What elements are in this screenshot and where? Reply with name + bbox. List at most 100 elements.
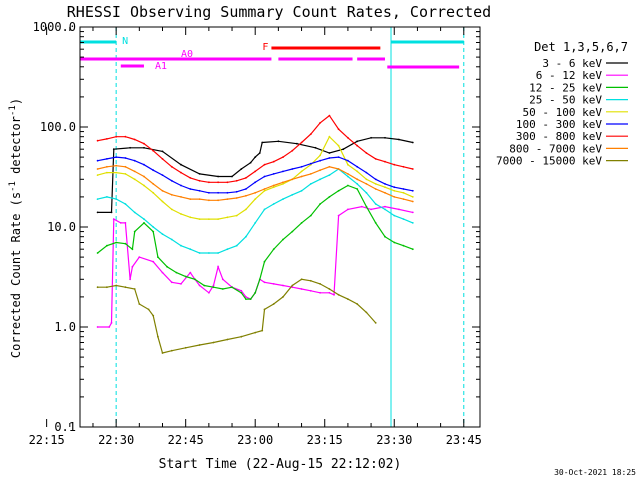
series-point-3-27 [347,175,349,178]
series-point-0-14 [261,141,264,144]
series-point-5-12 [208,191,210,194]
series-point-3-3 [124,203,127,205]
y-axis-label: Corrected Count Rate (s-1 detector-1) [8,98,23,358]
series-point-2-30 [337,189,340,192]
series-point-3-30 [374,203,377,205]
series-point-8-13 [212,341,215,344]
series-point-4-1 [106,171,108,174]
series-point-3-22 [300,189,303,192]
series-point-8-21 [291,284,294,287]
series-point-7-2 [115,164,118,167]
series-point-0-17 [314,146,317,149]
series-point-6-23 [309,133,312,136]
series-point-1-37 [360,205,363,208]
series-point-2-1 [106,244,108,247]
series-point-4-31 [384,186,386,189]
series-point-7-6 [152,183,155,185]
series-point-7-13 [217,199,220,202]
series-point-0-16 [296,142,298,145]
x-axis: 22:15 22:30 22:45 23:00 23:15 23:30 23:45 [29,27,482,447]
series-point-4-8 [170,208,173,211]
plot-area: N F A0 A1 [79,27,465,427]
series-point-5-16 [245,188,247,190]
series-point-6-10 [189,177,192,179]
legend-label-6: 300 - 800 keV [516,130,602,143]
series-point-7-1 [106,165,108,168]
series-point-4-27 [347,163,349,166]
legend-label-3: 25 - 50 keV [529,94,602,107]
series-point-1-27 [272,283,275,285]
series-point-5-30 [374,178,377,181]
series-point-2-15 [221,288,224,290]
series-point-7-31 [384,191,386,194]
series-point-5-10 [189,188,192,190]
series-point-6-11 [198,179,201,182]
series-point-3-2 [115,198,118,201]
series-point-1-19 [221,278,224,281]
y-tick-label-1: 100.0 [40,120,76,134]
series-point-5-2 [115,156,118,159]
series-point-0-12 [254,156,257,159]
series-point-4-26 [337,144,340,147]
series-point-2-5 [133,230,136,233]
series-point-5-18 [263,175,266,178]
saa-label-3: A1 [155,61,167,72]
series-point-4-19 [272,186,275,189]
series-point-7-8 [170,193,173,196]
series-point-8-23 [309,279,312,282]
legend-label-2: 12 - 25 keV [529,81,602,94]
series-point-6-29 [365,152,368,154]
series-point-2-8 [157,256,159,258]
series-point-3-31 [384,208,386,211]
series-point-1-28 [282,284,284,287]
series-point-6-2 [115,135,118,138]
series-point-1-22 [245,296,247,298]
y-axis-label-mid: detector [9,116,23,181]
series-point-1-41 [411,211,414,214]
series-point-4-29 [365,178,368,181]
series-point-2-31 [347,184,349,187]
series-point-0-10 [240,168,243,170]
series-point-6-14 [226,181,229,184]
series-point-8-1 [106,286,108,289]
series-point-6-18 [263,163,266,166]
series-point-0-23 [398,138,400,141]
series-point-8-30 [374,322,377,324]
series-point-3-32 [393,214,396,217]
series-point-5-3 [124,157,127,159]
series-point-1-39 [384,205,386,208]
series-point-5-14 [226,191,229,194]
chart-title: RHESSI Observing Summary Count Rates, Co… [67,3,491,21]
series-point-6-12 [208,181,210,184]
series-point-3-5 [143,218,145,221]
series-point-2-28 [319,203,321,205]
series-point-4-33 [402,191,405,194]
series-point-2-18 [245,298,247,300]
series-point-8-18 [263,308,266,311]
series-point-5-5 [143,163,145,166]
series-point-3-15 [235,244,238,247]
series-point-3-29 [365,191,368,194]
series-point-3-10 [189,248,192,251]
series-point-6-33 [402,165,405,168]
series-point-0-1 [110,211,113,214]
series-point-6-27 [347,136,349,139]
series-point-0-19 [342,148,345,151]
series-point-0-11 [249,161,252,164]
series-point-2-25 [291,230,294,233]
series-point-1-12 [180,283,182,285]
series-point-8-10 [170,349,173,352]
saa-label-0: A0 [181,49,193,60]
series-point-1-8 [138,256,141,258]
series-point-4-17 [254,198,257,201]
series-point-4-18 [263,189,266,192]
series-point-4-10 [189,216,192,219]
series-point-7-7 [161,189,164,192]
series-point-8-4 [133,288,136,290]
series-point-1-11 [170,281,173,284]
series-point-7-14 [226,198,229,201]
series-point-4-24 [319,154,321,157]
series-point-1-15 [198,284,201,287]
series-point-2-3 [124,242,127,245]
